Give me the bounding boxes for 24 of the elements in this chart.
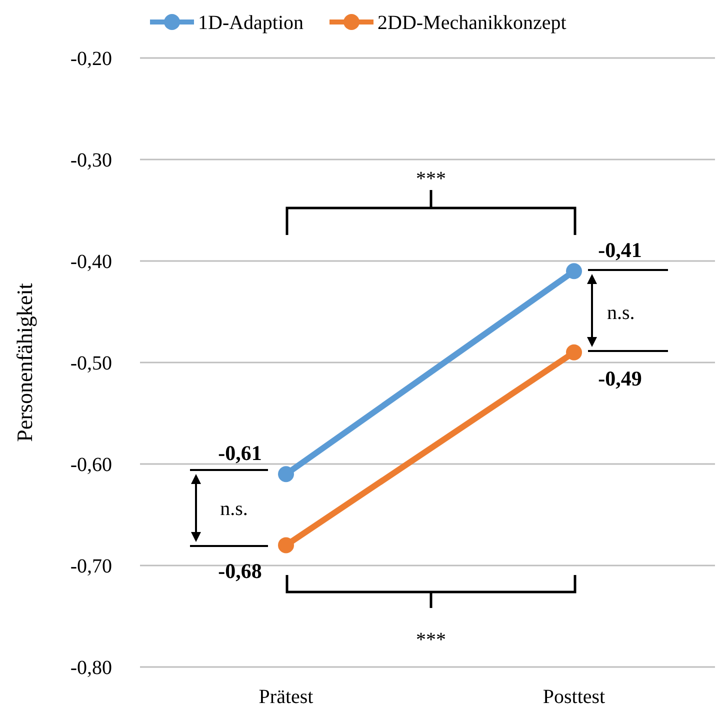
point: [278, 537, 294, 554]
point: [278, 466, 294, 482]
y-tick-label: -0,20: [70, 48, 112, 70]
y-tick-label: -0,50: [70, 352, 112, 374]
annotation: ***: [416, 168, 446, 190]
x-tick-label: Prätest: [258, 686, 314, 708]
data-label: -0,49: [598, 366, 642, 390]
data-label: -0,41: [598, 238, 642, 262]
y-tick-label: -0,80: [70, 657, 112, 679]
annotation: ***: [416, 629, 446, 651]
y-tick-label: -0,40: [70, 251, 112, 273]
x-tick-label: Posttest: [542, 686, 606, 708]
y-tick-label: -0,60: [70, 454, 112, 476]
legend-label: 1D-Adaption: [198, 12, 304, 34]
y-tick-label: -0,30: [70, 150, 112, 172]
annotation: n.s.: [607, 302, 635, 324]
annotation: n.s.: [220, 498, 248, 520]
point: [566, 263, 582, 280]
point: [566, 344, 582, 360]
data-label: -0,68: [218, 559, 262, 584]
legend-label: 2DD-Mechanikkonzept: [378, 12, 567, 34]
y-axis-title: Personenfähigkeit: [12, 283, 37, 442]
y-tick-label: -0,70: [70, 556, 112, 578]
data-label: -0,61: [218, 441, 262, 466]
